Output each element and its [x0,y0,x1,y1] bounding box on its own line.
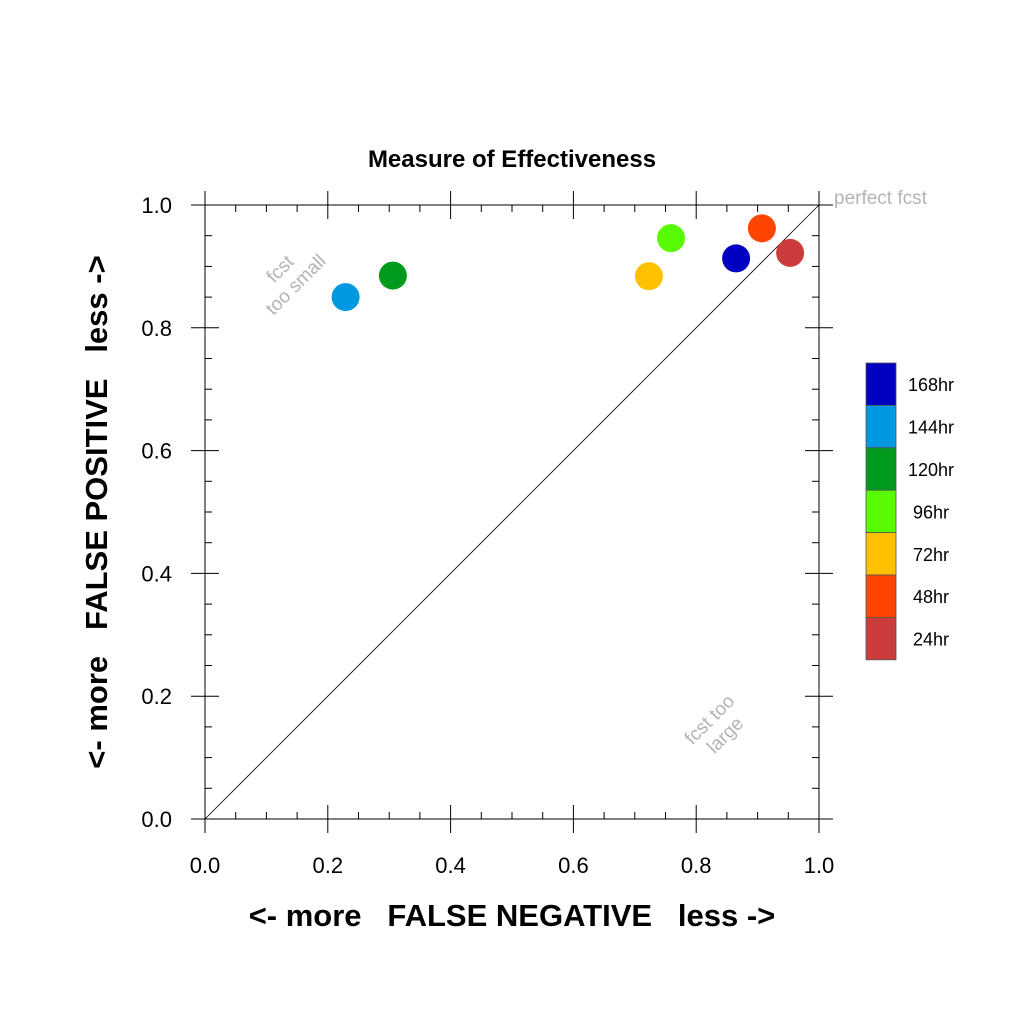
x-tick-label: 0.6 [558,853,589,878]
point-120hr [378,261,407,290]
legend-label-96hr: 96hr [913,502,949,522]
legend-label-144hr: 144hr [908,418,954,438]
legend-swatch-120hr [865,447,897,491]
x-tick-label: 0.2 [313,853,344,878]
x-tick-label: 0.4 [435,853,466,878]
data-points [331,214,805,312]
legend-label-168hr: 168hr [908,375,954,395]
point-96hr [657,224,686,253]
legend-label-48hr: 48hr [913,587,949,607]
y-tick-label: 1.0 [141,193,172,218]
legend-swatch-48hr [865,574,897,618]
point-72hr [634,262,663,291]
y-axis-label: <- more FALSE POSITIVE less -> [79,255,114,768]
legend-swatch-72hr [865,532,897,576]
annotation-too-small-line2: too small [262,251,331,320]
perfect-forecast-line [204,204,820,820]
legend-swatch-168hr [865,362,897,406]
point-24hr [776,238,805,267]
annotation-perfect-fcst: perfect fcst [834,188,928,209]
annotations: perfect fcst fcst too small fcst too lar… [262,188,928,758]
x-axis-label: <- more FALSE NEGATIVE less -> [249,898,776,933]
diagonal-line [204,204,820,820]
legend-label-120hr: 120hr [908,460,954,480]
y-tick-label: 0.0 [141,807,172,832]
legend-label-72hr: 72hr [913,545,949,565]
legend-label-24hr: 24hr [913,630,949,650]
point-144hr [331,283,360,312]
point-168hr [722,244,751,273]
x-tick-label: 0.0 [190,853,221,878]
y-tick-label: 0.4 [141,561,172,586]
y-tick-label: 0.8 [141,316,172,341]
legend-swatch-24hr [865,617,897,661]
point-48hr [747,214,776,243]
plot-area: 0.0 0.2 0.4 0.6 0.8 1.0 0.0 0.2 0.4 0.6 0.8 1.0 [141,191,834,878]
legend-swatch-96hr [865,489,897,534]
y-tick-label: 0.6 [141,439,172,464]
chart-title: Measure of Effectiveness [368,146,656,173]
legend-swatch-144hr [865,404,897,449]
x-tick-label: 1.0 [804,853,835,878]
x-tick-label: 0.8 [681,853,712,878]
legend: 168hr 144hr 120hr 96hr 72hr 48hr 24hr [865,362,954,661]
y-tick-label: 0.2 [141,684,172,709]
